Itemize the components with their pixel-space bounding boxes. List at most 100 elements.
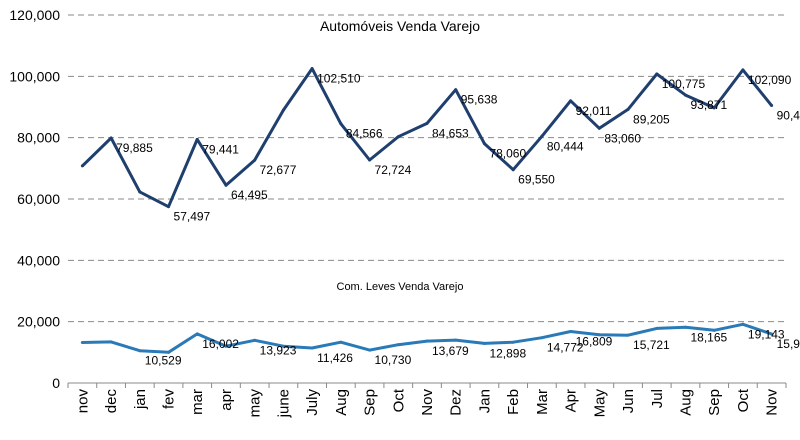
data-point	[511, 168, 515, 172]
x-tick-label: Sep	[706, 389, 723, 416]
data-point	[195, 332, 199, 336]
gridlines	[68, 14, 786, 323]
x-tick-label: Nov	[419, 389, 436, 416]
data-label: 14,772	[547, 341, 584, 355]
data-point	[167, 205, 171, 209]
x-tick-label: Oct	[390, 388, 407, 412]
data-point	[569, 99, 573, 103]
data-point	[167, 350, 171, 354]
data-label: 10,730	[375, 353, 412, 367]
data-point	[540, 336, 544, 340]
data-point	[80, 164, 84, 168]
data-point	[339, 340, 343, 344]
series-lines	[80, 67, 774, 354]
data-label: 79,885	[116, 141, 153, 155]
data-point	[310, 346, 314, 350]
x-tick-label: nov	[74, 389, 91, 414]
data-point	[626, 333, 630, 337]
x-tick-label: Jul	[649, 389, 666, 408]
data-label: 78,060	[489, 147, 526, 161]
data-point	[281, 344, 285, 348]
x-tick-label: june	[275, 389, 292, 418]
data-label: 95,638	[461, 93, 498, 107]
data-point	[712, 328, 716, 332]
data-label: 15,721	[633, 338, 670, 352]
data-point	[454, 88, 458, 92]
data-point	[138, 190, 142, 194]
x-tick-label: Nov	[764, 389, 781, 416]
data-point	[454, 338, 458, 342]
data-label: 69,550	[518, 173, 555, 187]
x-tick-label: Feb	[505, 389, 522, 415]
data-point	[80, 341, 84, 345]
data-label: 72,724	[375, 163, 412, 177]
x-tick-label: Mar	[534, 389, 551, 415]
x-tick-label: May	[591, 389, 608, 418]
x-tick-label: fev	[161, 389, 178, 410]
data-label: 10,529	[145, 354, 182, 368]
data-label: 13,679	[432, 344, 469, 358]
data-point	[368, 348, 372, 352]
data-label: 84,653	[432, 126, 469, 140]
data-point	[138, 349, 142, 353]
data-label: 11,426	[317, 351, 353, 365]
data-label: 84,566	[346, 127, 383, 141]
data-label: 72,677	[260, 163, 297, 177]
data-label: 100,775	[662, 77, 706, 91]
data-label: 16,002	[202, 337, 239, 351]
data-point	[195, 137, 199, 141]
data-point	[281, 108, 285, 112]
data-label: 102,510	[317, 72, 361, 86]
y-tick-label: 80,000	[17, 130, 60, 146]
data-point	[224, 344, 228, 348]
data-label: 18,165	[690, 330, 727, 344]
data-point	[109, 136, 113, 140]
x-tick-label: Dez	[448, 389, 465, 416]
y-tick-label: 40,000	[17, 252, 60, 268]
y-axis: 0 20,000 40,000 60,000 80,000 100,000 120,000	[9, 7, 60, 391]
data-point	[540, 134, 544, 138]
data-point	[425, 339, 429, 343]
data-point	[511, 340, 515, 344]
data-point	[655, 72, 659, 76]
data-label: 19,143	[748, 327, 785, 341]
x-tick-label: may	[247, 389, 264, 418]
data-point	[597, 126, 601, 130]
data-point	[626, 107, 630, 111]
data-label: 13,923	[260, 343, 297, 357]
x-axis: nov dec jan fev mar apr may june July Aug Sep Oct No…	[67, 382, 787, 418]
data-label: 16,809	[576, 334, 613, 348]
data-point	[712, 106, 716, 110]
data-label: 92,011	[576, 104, 612, 118]
data-point	[253, 338, 257, 342]
data-point	[396, 343, 400, 347]
x-tick-label: July	[304, 389, 321, 416]
x-tick-label: Aug	[677, 389, 694, 416]
data-label: 15,994	[777, 337, 800, 351]
x-tick-label: Apr	[563, 389, 580, 412]
x-tick-label: Jan	[476, 389, 493, 413]
data-point	[569, 329, 573, 333]
data-point	[109, 340, 113, 344]
data-label: 80,444	[547, 139, 584, 153]
data-point	[396, 135, 400, 139]
series-label-com-leves: Com. Leves Venda Varejo	[337, 281, 464, 293]
data-point	[597, 333, 601, 337]
data-point	[224, 183, 228, 187]
data-label: 83,060	[604, 131, 641, 145]
data-point	[482, 142, 486, 146]
data-point	[741, 68, 745, 72]
data-point	[482, 341, 486, 345]
x-tick-label: Oct	[735, 388, 752, 412]
x-tick-label: apr	[218, 389, 235, 411]
y-tick-label: 60,000	[17, 191, 60, 207]
data-point	[339, 122, 343, 126]
data-point	[368, 158, 372, 162]
data-label: 93,871	[690, 98, 727, 112]
data-labels: 79,885 57,497 79,441 64,495 72,677 102,510 84,…	[116, 72, 800, 368]
y-tick-label: 0	[52, 375, 60, 391]
data-label: 90,472	[777, 109, 800, 123]
x-tick-label: dec	[103, 389, 120, 414]
data-label: 102,090	[748, 73, 792, 87]
y-tick-label: 120,000	[9, 7, 60, 23]
